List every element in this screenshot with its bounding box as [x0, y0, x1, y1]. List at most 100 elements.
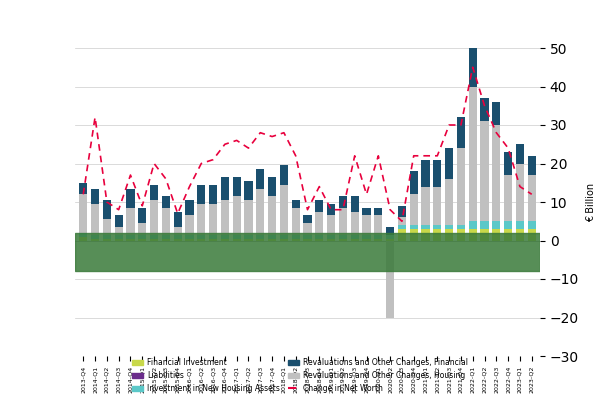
- Bar: [445, 225, 453, 229]
- Bar: [115, 227, 123, 235]
- Bar: [350, 196, 359, 212]
- Bar: [244, 200, 253, 235]
- Bar: [209, 235, 217, 238]
- Bar: [221, 200, 229, 235]
- Bar: [327, 216, 335, 235]
- Bar: [481, 221, 488, 229]
- Bar: [504, 175, 512, 221]
- Bar: [516, 221, 524, 229]
- Bar: [197, 235, 205, 238]
- Bar: [410, 171, 418, 194]
- Bar: [421, 229, 430, 240]
- Bar: [398, 206, 406, 218]
- Bar: [91, 238, 99, 240]
- Bar: [410, 225, 418, 229]
- Bar: [410, 229, 418, 240]
- Bar: [469, 48, 477, 86]
- Bar: [91, 204, 99, 235]
- Bar: [185, 216, 194, 235]
- Bar: [481, 229, 488, 240]
- Y-axis label: € Billion: € Billion: [586, 182, 596, 222]
- Bar: [362, 238, 371, 240]
- Bar: [457, 117, 465, 148]
- Bar: [457, 225, 465, 229]
- Bar: [504, 152, 512, 175]
- Bar: [304, 216, 311, 223]
- Bar: [150, 185, 158, 200]
- Bar: [398, 218, 406, 225]
- Bar: [492, 125, 500, 221]
- Bar: [197, 204, 205, 235]
- Bar: [280, 185, 288, 235]
- Bar: [410, 194, 418, 225]
- Bar: [150, 200, 158, 235]
- Bar: [173, 235, 182, 238]
- Bar: [481, 98, 488, 121]
- Bar: [103, 219, 111, 235]
- Bar: [256, 188, 265, 235]
- Bar: [421, 186, 430, 225]
- Bar: [350, 235, 359, 238]
- Bar: [185, 235, 194, 238]
- Bar: [268, 238, 276, 240]
- Bar: [256, 238, 265, 240]
- Bar: [527, 156, 536, 175]
- Bar: [221, 177, 229, 200]
- Bar: [162, 208, 170, 235]
- Bar: [209, 185, 217, 204]
- Bar: [75, 233, 540, 271]
- Bar: [268, 196, 276, 235]
- Bar: [350, 212, 359, 235]
- Bar: [457, 148, 465, 225]
- Bar: [527, 229, 536, 240]
- Bar: [492, 229, 500, 240]
- Bar: [315, 200, 323, 212]
- Bar: [162, 238, 170, 240]
- Bar: [150, 235, 158, 238]
- Bar: [421, 225, 430, 229]
- Bar: [339, 235, 347, 238]
- Bar: [256, 235, 265, 238]
- Bar: [457, 229, 465, 240]
- Bar: [445, 229, 453, 240]
- Bar: [433, 186, 442, 225]
- Bar: [469, 229, 477, 240]
- Bar: [292, 200, 300, 208]
- Bar: [138, 238, 146, 240]
- Bar: [103, 235, 111, 238]
- Bar: [115, 238, 123, 240]
- Bar: [280, 235, 288, 238]
- Bar: [173, 238, 182, 240]
- Bar: [362, 216, 371, 235]
- Bar: [527, 221, 536, 229]
- Bar: [327, 235, 335, 238]
- Bar: [185, 238, 194, 240]
- Bar: [280, 166, 288, 185]
- Bar: [315, 238, 323, 240]
- Bar: [492, 102, 500, 125]
- Bar: [233, 235, 241, 238]
- Bar: [445, 179, 453, 225]
- Bar: [386, 240, 394, 318]
- Bar: [304, 238, 311, 240]
- Bar: [433, 225, 442, 229]
- Bar: [327, 238, 335, 240]
- Bar: [398, 229, 406, 240]
- Bar: [304, 223, 311, 235]
- Bar: [150, 238, 158, 240]
- Bar: [197, 238, 205, 240]
- Bar: [173, 212, 182, 227]
- Bar: [339, 238, 347, 240]
- Bar: [292, 208, 300, 235]
- Bar: [421, 160, 430, 186]
- Bar: [339, 196, 347, 208]
- Bar: [374, 238, 382, 240]
- Bar: [233, 238, 241, 240]
- Bar: [244, 235, 253, 238]
- Bar: [268, 235, 276, 238]
- Bar: [127, 208, 134, 235]
- Bar: [504, 229, 512, 240]
- Bar: [162, 196, 170, 208]
- Bar: [268, 177, 276, 196]
- Bar: [209, 238, 217, 240]
